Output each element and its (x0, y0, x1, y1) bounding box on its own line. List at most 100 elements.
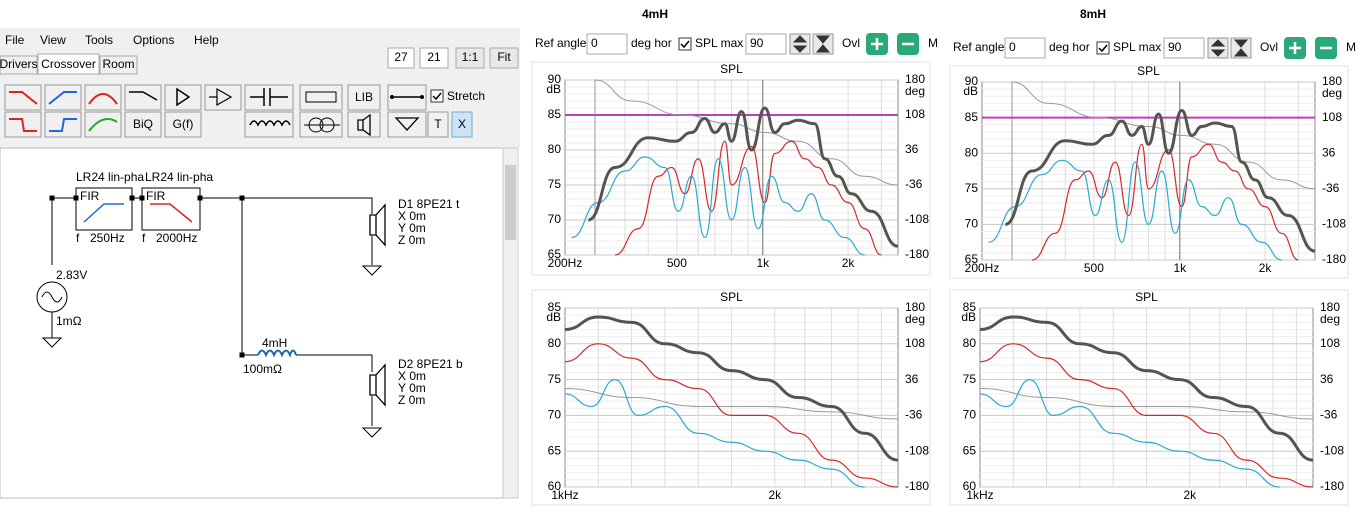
inductor (257, 349, 297, 358)
view-button[interactable] (455, 47, 485, 69)
y2-tick-label: -36 (905, 408, 923, 422)
checkbox[interactable] (430, 89, 444, 103)
y2-tick-label: -180 (905, 479, 929, 493)
tool-button[interactable] (44, 84, 82, 111)
y-unit: dB (546, 82, 561, 96)
tool-button[interactable] (4, 84, 42, 111)
view-button-label: 21 (427, 50, 441, 64)
scroll-thumb[interactable] (505, 165, 516, 240)
checkmark (1098, 44, 1108, 53)
view-button-label: 1:1 (462, 50, 479, 64)
spl-max-input[interactable] (745, 33, 787, 55)
y-tick-label: 65 (548, 247, 562, 261)
ovl-label: Ovl (842, 36, 860, 50)
tab[interactable] (99, 55, 138, 75)
lowpass-icon (9, 91, 38, 105)
tool-label: G(f) (173, 117, 194, 131)
view-button[interactable] (387, 47, 415, 69)
driver-name: D1 8PE21 t (398, 197, 460, 211)
tool-button[interactable] (387, 111, 427, 138)
tool-button[interactable] (299, 84, 343, 111)
tool-button[interactable] (347, 84, 381, 111)
tool-button[interactable] (164, 111, 202, 138)
y-tick-label: 75 (548, 177, 562, 191)
y-tick-label: 80 (965, 145, 979, 159)
spin-button[interactable] (1207, 37, 1229, 59)
inductor-resistance: 100mΩ (243, 362, 282, 376)
ovl-label: Ovl (1260, 40, 1278, 54)
fit-button[interactable] (812, 33, 834, 55)
tab[interactable] (0, 55, 38, 75)
spl-checkbox[interactable] (1096, 41, 1110, 55)
response-sum (587, 106, 899, 248)
x-tick-label: 200Hz (965, 261, 1000, 275)
lp-curve (150, 203, 193, 223)
highpass-icon (48, 91, 77, 105)
coil-icon (249, 120, 291, 127)
ground-icon (394, 117, 420, 131)
x-tick-label: 2k (1183, 488, 1197, 502)
plus-sign (1289, 42, 1301, 54)
driver-z: Z 0m (398, 233, 425, 247)
tool-button[interactable] (427, 111, 449, 138)
tool-button[interactable] (124, 84, 162, 111)
speaker (369, 203, 386, 247)
tool-button[interactable] (204, 84, 242, 111)
y2-tick-label: -108 (905, 212, 929, 226)
tool-label: T (434, 117, 442, 131)
fit-arrows (1233, 39, 1249, 57)
ref-angle-input[interactable] (1004, 37, 1046, 59)
tool-button[interactable] (84, 84, 122, 111)
y-tick-label: 70 (548, 408, 562, 422)
ref-angle-input[interactable] (586, 33, 628, 55)
filter-freq: 2000Hz (156, 231, 197, 245)
y-tick-label: 70 (965, 217, 979, 231)
y2-tick-label: -36 (1320, 408, 1338, 422)
driver-name: D2 8PE21 b (398, 357, 463, 371)
spl-max-label: SPL max (695, 36, 743, 50)
tool-button[interactable] (347, 111, 381, 138)
view-button-label: Fit (497, 50, 511, 64)
y2-unit: deg (905, 84, 925, 98)
menu-item: Help (194, 33, 219, 47)
panel-title: 4mH (642, 7, 668, 21)
phase-curve (979, 388, 1314, 420)
tool-button[interactable] (84, 111, 122, 138)
spl-max-label: SPL max (1113, 40, 1161, 54)
more-label: M (1346, 40, 1356, 54)
tool-button[interactable] (124, 111, 162, 138)
shelf-icon (129, 91, 158, 101)
spl-checkbox[interactable] (678, 37, 692, 51)
checkmark (680, 40, 690, 49)
view-button[interactable] (489, 47, 519, 69)
y-tick-label: 70 (548, 212, 562, 226)
y2-tick-label: -108 (1322, 217, 1346, 231)
transformer-icon (308, 117, 324, 133)
tool-button[interactable] (164, 84, 202, 111)
opamp-icon (209, 87, 233, 107)
x-tick-label: 1kHz (551, 488, 578, 502)
spin-button[interactable] (789, 33, 811, 55)
view-button[interactable] (419, 47, 449, 69)
spl-max-input[interactable] (1163, 37, 1205, 59)
deg-hor-label: deg hor (631, 36, 672, 50)
deg-hor-label: deg hor (1049, 40, 1090, 54)
wire-dot (420, 95, 424, 99)
tab[interactable] (37, 53, 100, 75)
x-tick-label: 500 (667, 256, 687, 270)
selected-tool[interactable] (451, 111, 473, 138)
ground (361, 427, 383, 438)
filter-f: f (142, 231, 146, 245)
transformer-icon (319, 117, 335, 133)
y2-tick-label: -180 (1320, 479, 1344, 493)
y-tick-label: 90 (548, 72, 562, 86)
highpass2-icon (49, 118, 77, 132)
menu-item: Options (133, 33, 174, 47)
y2-tick-label: 36 (1320, 372, 1334, 386)
hp-curve (83, 203, 124, 223)
y-tick-label: 80 (548, 336, 562, 350)
y-tick-label: 60 (963, 479, 977, 493)
tool-button[interactable] (244, 111, 294, 138)
checkbox-label: Stretch (447, 89, 485, 103)
fit-button[interactable] (1230, 37, 1252, 59)
